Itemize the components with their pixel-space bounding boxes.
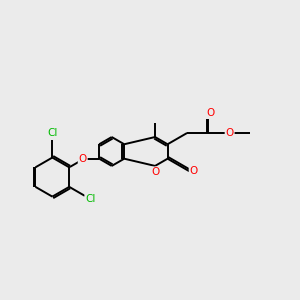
Text: O: O	[207, 108, 215, 118]
Text: O: O	[151, 167, 159, 177]
Text: O: O	[79, 154, 87, 164]
Text: Cl: Cl	[85, 194, 96, 204]
Text: Cl: Cl	[47, 128, 58, 138]
Text: O: O	[226, 128, 234, 138]
Text: O: O	[190, 166, 198, 176]
